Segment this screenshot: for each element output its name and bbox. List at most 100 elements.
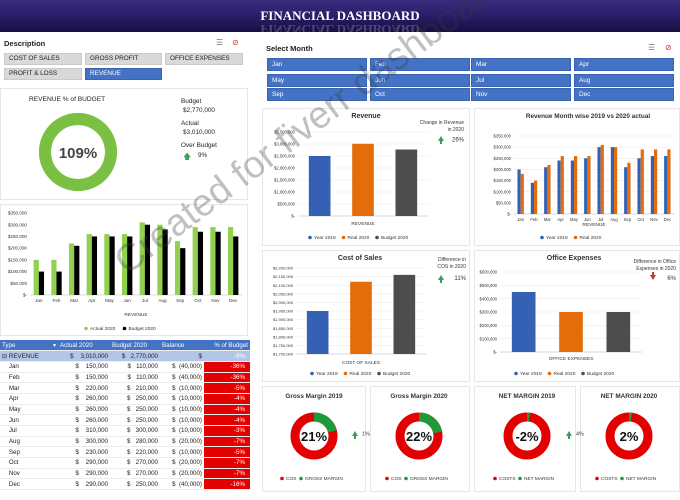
donut-center-value: 2% — [620, 429, 639, 444]
table-row[interactable]: Nov $ 290,000 $ 270,000 $ (20,000) -7% — [0, 468, 250, 480]
revenue-chart: $- $500,000 $1,000,000 $1,500,000 $2,000,000… — [274, 113, 465, 241]
slicer-item-gross-profit[interactable]: GROSS PROFIT — [85, 53, 162, 65]
y-tick-label: $2,000,000 — [274, 166, 296, 171]
month-item-jan[interactable]: Jan — [267, 58, 367, 71]
bar-actual-2020-feb — [51, 259, 57, 295]
chart-title: Cost of Sales — [338, 255, 382, 262]
legend-marker-cos — [280, 476, 284, 481]
table-row[interactable]: ⊟ REVENUE $ 3,010,000 $ 2,770,000 $ -9% — [0, 350, 250, 362]
table-row[interactable]: May $ 260,000 $ 250,000 $ (10,000) -4% — [0, 404, 250, 416]
table-row[interactable]: Aug $ 300,000 $ 280,000 $ (20,000) -7% — [0, 436, 250, 448]
cell-balance: $ (10,000) — [160, 446, 204, 459]
col-header-balance[interactable]: Balance — [160, 340, 204, 352]
chart-title: Office Expenses — [547, 255, 602, 262]
month-item-apr[interactable]: Apr — [574, 58, 674, 71]
x-tick-label: Dec — [229, 298, 238, 303]
table-row[interactable]: Jul $ 310,000 $ 300,000 $ (10,000) -3% — [0, 425, 250, 437]
legend-label: Year 2019 — [314, 235, 336, 241]
multi-select-icon[interactable]: ☰ — [216, 38, 224, 47]
cell-balance: $ (20,000) — [160, 436, 204, 448]
table-row[interactable]: Apr $ 260,000 $ 250,000 $ (10,000) -4% — [0, 393, 250, 405]
y-tick-label: $2,200,000 — [273, 266, 294, 271]
table-row[interactable]: Oct $ 290,000 $ 270,000 $ (20,000) -7% — [0, 457, 250, 469]
y-tick-label: $200,000 — [494, 167, 512, 172]
month-item-aug[interactable]: Aug — [574, 74, 674, 87]
bar-actual-2020-dec — [227, 227, 234, 295]
table-row[interactable]: Jun $ 260,000 $ 250,000 $ (10,000) -4% — [0, 414, 250, 426]
bar-year-2019-jun — [584, 158, 588, 214]
legend-label: Budget 2020 — [129, 326, 157, 332]
x-tick-label: May — [570, 217, 579, 222]
slicer-item-profit-loss[interactable]: PROFIT & LOSS — [4, 68, 82, 80]
table-row[interactable]: Sep $ 230,000 $ 220,000 $ (10,000) -5% — [0, 446, 250, 459]
month-item-mar[interactable]: Mar — [471, 58, 571, 71]
x-axis-label: COST OF SALES — [342, 360, 380, 366]
col-header-type[interactable]: Type ▾ — [0, 340, 58, 352]
table-row[interactable]: Jan $ 150,000 $ 110,000 $ (40,000) -36% — [0, 361, 250, 373]
kpi-donut — [39, 113, 117, 191]
legend-marker-cos — [385, 476, 389, 481]
x-tick-label: Jul — [598, 217, 603, 222]
clear-filter-icon[interactable]: ⊘ — [232, 38, 239, 47]
col-header-actual[interactable]: Actual 2020 — [58, 340, 110, 352]
multi-select-icon[interactable]: ☰ — [648, 43, 656, 52]
cell-type: Nov — [0, 468, 58, 480]
table-header-row: Type ▾ Actual 2020 Budget 2020 Balance % … — [0, 340, 250, 352]
col-header-budget[interactable]: Budget 2020 — [110, 340, 160, 352]
dashboard-banner: FINANCIAL DASHBOARD FINANCIAL DASHBOARD — [0, 0, 680, 32]
table-row[interactable]: Mar $ 220,000 $ 210,000 $ (10,000) -5% — [0, 382, 250, 394]
kpi-panel: REVENUE % of BUDGET 109% Budget $2,770,0… — [0, 88, 248, 200]
y-tick-label: $- — [291, 214, 295, 219]
table-row[interactable]: Feb $ 150,000 $ 110,000 $ (40,000) -36% — [0, 372, 250, 384]
month-item-jul[interactable]: Jul — [471, 74, 571, 87]
cell-type: Oct — [0, 457, 58, 469]
filter-icon: ▾ — [52, 342, 56, 349]
y-tick-label: $2,000,000 — [273, 300, 294, 305]
bar-year-2019-apr — [557, 160, 561, 214]
month-item-nov[interactable]: Nov — [471, 88, 571, 101]
bar-year-2019 — [306, 311, 329, 354]
month-item-oct[interactable]: Oct — [370, 88, 470, 101]
dashboard-title: FINANCIAL DASHBOARD — [260, 8, 420, 23]
y-tick-label: $2,500,000 — [274, 154, 296, 159]
bar-budget-2020 — [393, 274, 416, 354]
chart-title: Revenue — [351, 113, 380, 120]
month-item-dec[interactable]: Dec — [574, 88, 674, 101]
bar-actual-2020-mar — [68, 243, 75, 295]
bar-real-2020-jan — [520, 173, 524, 214]
bar-year-2019 — [511, 292, 536, 352]
cell-var: -9% — [204, 350, 250, 362]
kpi-over-label: Over Budget — [181, 142, 217, 149]
bar-actual-2020-apr — [86, 234, 92, 295]
col-header-pct[interactable]: % of Budget — [204, 340, 250, 352]
x-tick-label: May — [105, 298, 114, 303]
table-row[interactable]: Dec $ 290,000 $ 250,000 $ (40,000) -16% — [0, 478, 250, 491]
slicer-item-revenue[interactable]: REVENUE — [85, 68, 162, 80]
slicer-item-cost-of-sales[interactable]: COST OF SALES — [4, 53, 82, 65]
y-tick-label: $1,800,000 — [273, 334, 294, 339]
arrow-up-icon — [566, 431, 572, 439]
x-tick-label: Apr — [88, 298, 96, 303]
legend-marker-costs — [493, 476, 497, 481]
change-label-2: in 2020 — [448, 127, 465, 133]
cell-budget: $ 220,000 — [110, 446, 160, 459]
month-item-jun[interactable]: Jun — [370, 74, 470, 87]
clear-filter-icon[interactable]: ⊘ — [665, 43, 672, 52]
legend-marker-budget-2020 — [581, 371, 585, 376]
y-tick-label: $300,000 — [8, 222, 28, 227]
x-tick-label: Oct — [194, 298, 202, 303]
bar-year-2019-sep — [624, 167, 628, 214]
bar-real-2020-apr — [560, 156, 564, 214]
legend-label: COS — [286, 476, 296, 482]
cell-actual: $ 300,000 — [58, 436, 110, 448]
month-item-sep[interactable]: Sep — [267, 88, 367, 101]
month-item-feb[interactable]: Feb — [370, 58, 470, 71]
donut-segment-net-margin — [605, 412, 653, 460]
legend-label: NET MARGIN — [524, 476, 555, 482]
bar-real-2020-mar — [547, 164, 551, 214]
y-tick-label: $400,000 — [480, 296, 498, 301]
variance-table: Type ▾ Actual 2020 Budget 2020 Balance % … — [0, 340, 250, 491]
month-item-may[interactable]: May — [267, 74, 367, 87]
bar-budget-2020-jun — [127, 236, 133, 295]
slicer-item-office-expenses[interactable]: OFFICE EXPENSES — [165, 53, 243, 65]
